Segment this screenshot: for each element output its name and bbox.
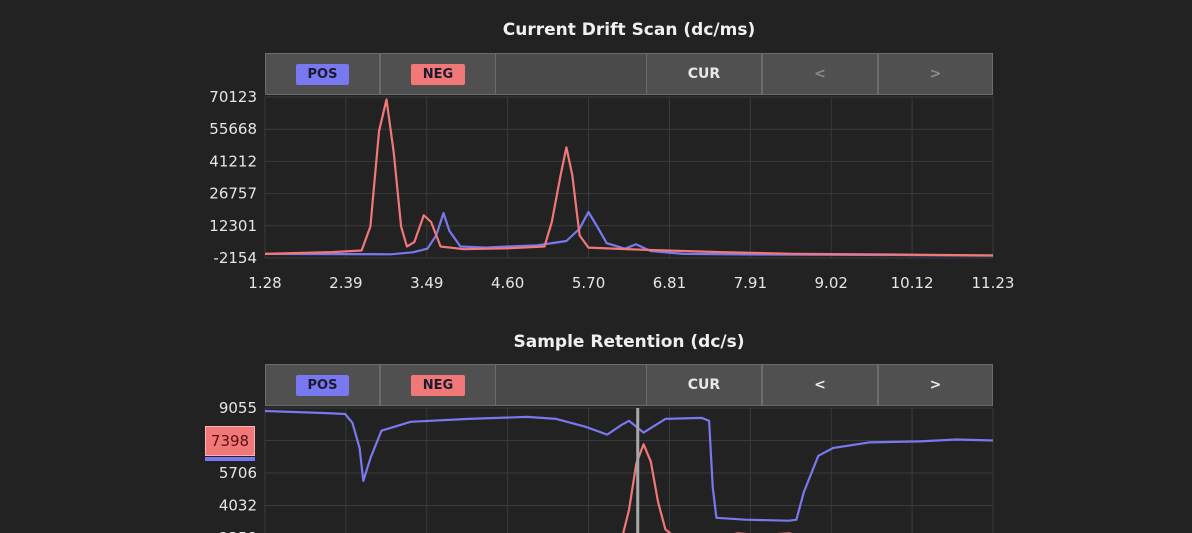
x-tick-label: 9.02 xyxy=(815,274,848,292)
next-button[interactable]: > xyxy=(878,53,993,95)
cur-button[interactable]: CUR xyxy=(646,364,762,406)
cursor-badge-underline xyxy=(205,457,255,461)
prev-button[interactable]: < xyxy=(762,364,878,406)
y-tick-label: 26757 xyxy=(209,185,257,203)
cursor-value-badge: 7398 xyxy=(205,426,255,456)
x-tick-label: 4.60 xyxy=(491,274,524,292)
y-tick-label: 2358 xyxy=(219,529,257,533)
x-tick-label: 2.39 xyxy=(329,274,362,292)
neg-chip: NEG xyxy=(410,374,466,396)
x-tick-label: 10.12 xyxy=(891,274,934,292)
y-tick-label: 5706 xyxy=(219,464,257,482)
series-line-neg xyxy=(264,98,994,257)
drift-scan-toolbar: POS NEG CUR < > xyxy=(265,53,993,95)
cur-label: CUR xyxy=(687,66,721,82)
cur-button[interactable]: CUR xyxy=(646,53,762,95)
prev-label: < xyxy=(814,66,826,82)
x-tick-label: 5.70 xyxy=(572,274,605,292)
y-tick-label: 70123 xyxy=(209,88,257,106)
x-tick-label: 11.23 xyxy=(972,274,1015,292)
pos-toggle-button[interactable]: POS xyxy=(265,53,380,95)
x-tick-label: 3.49 xyxy=(410,274,443,292)
y-tick-label: -2154 xyxy=(213,249,257,267)
series-line-neg xyxy=(622,443,793,533)
sample-retention-title: Sample Retention (dc/s) xyxy=(513,332,745,352)
x-tick-label: 7.91 xyxy=(734,274,767,292)
toolbar-spacer xyxy=(496,364,646,406)
toolbar-spacer xyxy=(496,53,646,95)
y-tick-label: 4032 xyxy=(219,497,257,515)
x-tick-label: 6.81 xyxy=(653,274,686,292)
prev-button[interactable]: < xyxy=(762,53,878,95)
pos-toggle-button[interactable]: POS xyxy=(265,364,380,406)
next-button[interactable]: > xyxy=(878,364,993,406)
drift-scan-plot[interactable]: 70123 55668 41212 26757 12301 -2154 1.28 2.39 3.… xyxy=(0,0,1192,300)
series-line-pos xyxy=(264,210,994,257)
next-label: > xyxy=(929,377,942,393)
neg-toggle-button[interactable]: NEG xyxy=(380,53,496,95)
y-tick-label: 55668 xyxy=(209,120,257,138)
next-label: > xyxy=(929,66,942,82)
x-tick-label: 1.28 xyxy=(248,274,281,292)
drift-scan-title: Current Drift Scan (dc/ms) xyxy=(502,20,756,40)
y-tick-label: 41212 xyxy=(209,152,257,170)
pos-chip: POS xyxy=(295,63,350,85)
prev-label: < xyxy=(814,377,826,393)
pos-chip: POS xyxy=(295,374,350,396)
neg-chip: NEG xyxy=(410,63,466,85)
sample-retention-toolbar: POS NEG CUR < > xyxy=(265,364,993,406)
neg-toggle-button[interactable]: NEG xyxy=(380,364,496,406)
series-line-pos xyxy=(264,409,994,522)
y-tick-label: 12301 xyxy=(209,217,257,235)
cur-label: CUR xyxy=(687,377,721,393)
y-tick-label: 9055 xyxy=(219,399,257,417)
